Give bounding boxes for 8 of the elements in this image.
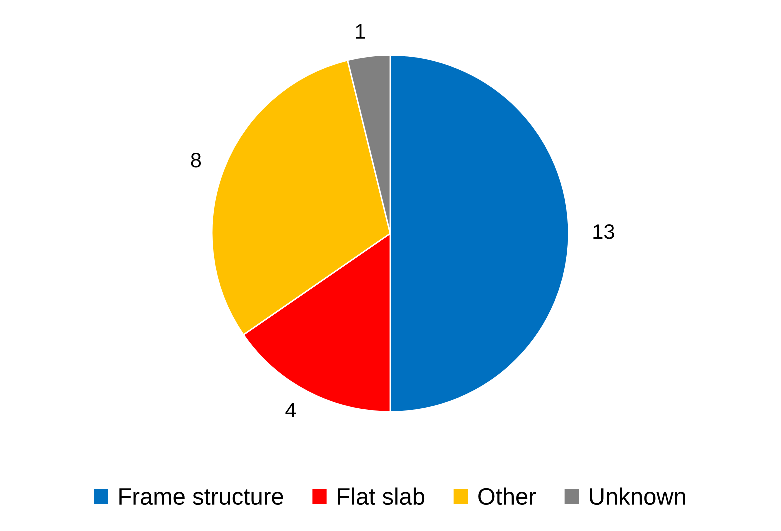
legend-label: Flat slab: [338, 488, 425, 506]
data-label: 4: [286, 403, 296, 418]
data-label: 8: [191, 152, 202, 168]
legend-label: Frame structure: [120, 488, 284, 506]
data-label: 1: [356, 24, 366, 39]
legend-label: Other: [478, 488, 536, 506]
data-label: 13: [594, 224, 614, 240]
legend-label: Unknown: [590, 488, 686, 506]
